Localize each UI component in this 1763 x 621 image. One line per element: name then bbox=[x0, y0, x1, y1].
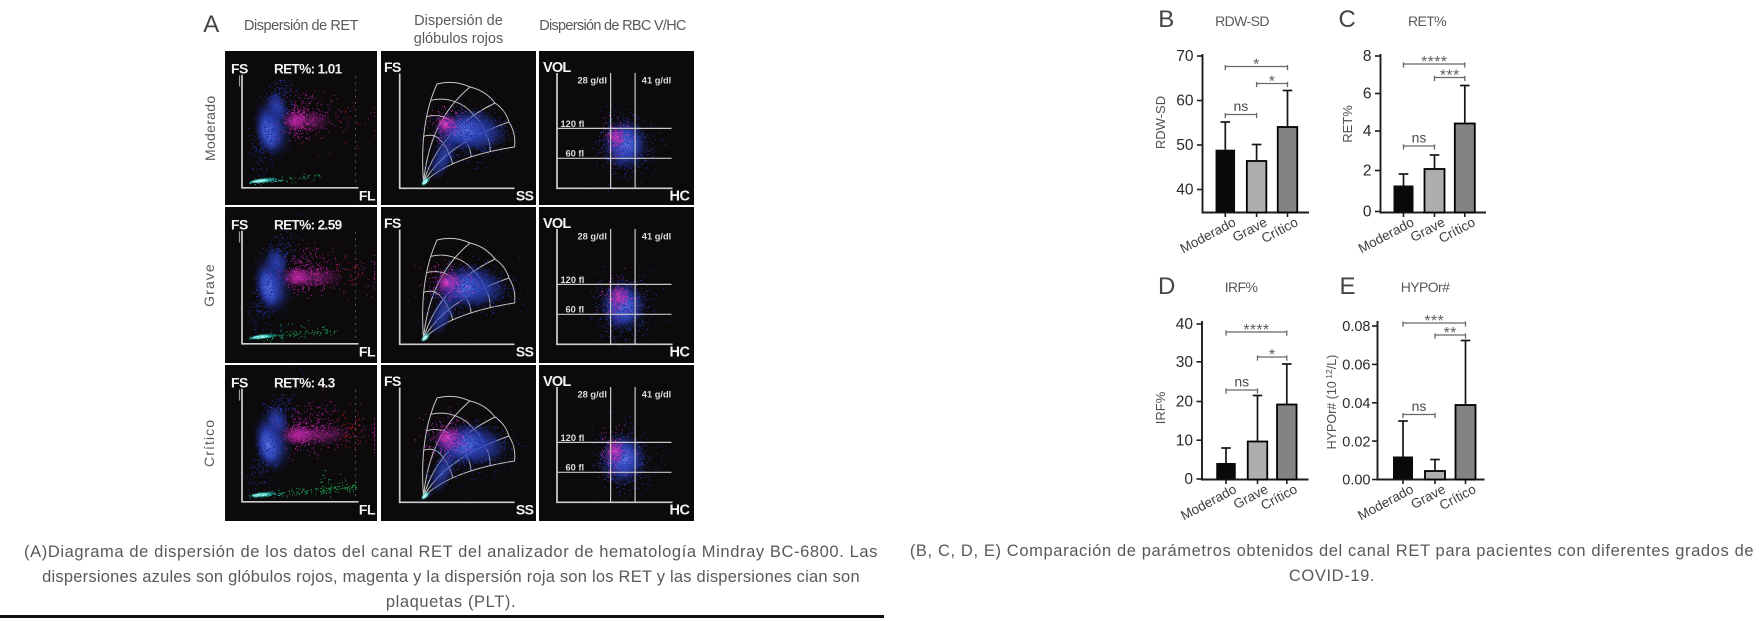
svg-text:60 fl: 60 fl bbox=[566, 305, 585, 315]
svg-text:60 fl: 60 fl bbox=[566, 149, 585, 159]
svg-text:0.04: 0.04 bbox=[1342, 396, 1370, 412]
svg-text:0.06: 0.06 bbox=[1342, 358, 1370, 374]
svg-text:ns: ns bbox=[1412, 398, 1427, 414]
svg-text:0: 0 bbox=[1363, 204, 1372, 221]
svg-text:41 g/dl: 41 g/dl bbox=[642, 75, 671, 85]
svg-text:HC: HC bbox=[670, 345, 691, 361]
svg-text:SS: SS bbox=[516, 502, 534, 518]
svg-text:*: * bbox=[1269, 73, 1276, 90]
svg-text:4: 4 bbox=[1363, 123, 1372, 140]
svg-text:FS: FS bbox=[231, 61, 248, 77]
svg-text:RET%: 4.3: RET%: 4.3 bbox=[274, 376, 336, 391]
svg-text:10: 10 bbox=[1176, 432, 1194, 449]
svg-text:2: 2 bbox=[1363, 163, 1372, 180]
svg-text:8: 8 bbox=[1363, 48, 1372, 65]
svg-text:0.00: 0.00 bbox=[1342, 473, 1370, 489]
svg-text:120 fl: 120 fl bbox=[561, 433, 585, 443]
svg-text:0.08: 0.08 bbox=[1342, 319, 1370, 335]
svg-text:HC: HC bbox=[670, 189, 691, 205]
svg-text:HC: HC bbox=[670, 503, 691, 519]
svg-text:0.02: 0.02 bbox=[1342, 434, 1370, 450]
svg-text:70: 70 bbox=[1176, 48, 1194, 65]
svg-text:60 fl: 60 fl bbox=[566, 463, 585, 473]
svg-text:***: *** bbox=[1424, 313, 1444, 330]
svg-text:120 fl: 120 fl bbox=[561, 119, 585, 129]
svg-text:FL: FL bbox=[359, 188, 376, 204]
svg-text:28 g/dl: 28 g/dl bbox=[578, 231, 607, 241]
svg-text:**: ** bbox=[1444, 325, 1457, 342]
svg-text:0: 0 bbox=[1184, 471, 1193, 488]
svg-text:RET%: 1.01: RET%: 1.01 bbox=[274, 62, 343, 77]
svg-text:20: 20 bbox=[1176, 394, 1194, 411]
svg-text:ns: ns bbox=[1234, 98, 1249, 114]
svg-text:FS: FS bbox=[384, 59, 401, 75]
svg-text:****: **** bbox=[1243, 322, 1269, 339]
svg-text:FS: FS bbox=[231, 375, 248, 391]
svg-text:40: 40 bbox=[1176, 316, 1194, 333]
svg-text:RET%: RET% bbox=[1340, 105, 1355, 143]
svg-text:VOL: VOL bbox=[543, 216, 571, 232]
svg-text:VOL: VOL bbox=[543, 374, 571, 390]
svg-text:50: 50 bbox=[1176, 137, 1194, 154]
svg-text:FL: FL bbox=[359, 502, 376, 518]
svg-text:*: * bbox=[1253, 56, 1260, 73]
svg-text:6: 6 bbox=[1363, 86, 1372, 103]
svg-text:Crítico: Crítico bbox=[1259, 214, 1300, 246]
svg-text:28 g/dl: 28 g/dl bbox=[578, 75, 607, 85]
svg-text:FL: FL bbox=[359, 344, 376, 360]
svg-text:HYPOr# (10 12/L): HYPOr# (10 12/L) bbox=[1324, 355, 1339, 450]
svg-text:RDW-SD: RDW-SD bbox=[1153, 96, 1168, 149]
svg-text:***: *** bbox=[1440, 67, 1460, 84]
svg-text:41 g/dl: 41 g/dl bbox=[642, 389, 671, 399]
svg-text:60: 60 bbox=[1176, 93, 1194, 110]
svg-text:ns: ns bbox=[1412, 130, 1427, 146]
svg-text:28 g/dl: 28 g/dl bbox=[578, 389, 607, 399]
svg-text:SS: SS bbox=[516, 188, 534, 204]
svg-text:FS: FS bbox=[384, 215, 401, 231]
svg-text:40: 40 bbox=[1176, 182, 1194, 199]
svg-text:IRF%: IRF% bbox=[1153, 391, 1168, 424]
svg-text:30: 30 bbox=[1176, 354, 1194, 371]
svg-text:ns: ns bbox=[1234, 374, 1249, 390]
svg-text:Moderado: Moderado bbox=[1177, 214, 1238, 256]
svg-text:RET%: 2.59: RET%: 2.59 bbox=[274, 218, 342, 233]
svg-text:FS: FS bbox=[231, 217, 248, 233]
svg-text:*: * bbox=[1269, 347, 1276, 364]
svg-text:41 g/dl: 41 g/dl bbox=[642, 231, 671, 241]
svg-text:120 fl: 120 fl bbox=[561, 275, 585, 285]
svg-text:VOL: VOL bbox=[543, 60, 571, 76]
svg-text:****: **** bbox=[1421, 54, 1447, 71]
svg-text:FS: FS bbox=[384, 373, 401, 389]
svg-text:SS: SS bbox=[516, 344, 534, 360]
